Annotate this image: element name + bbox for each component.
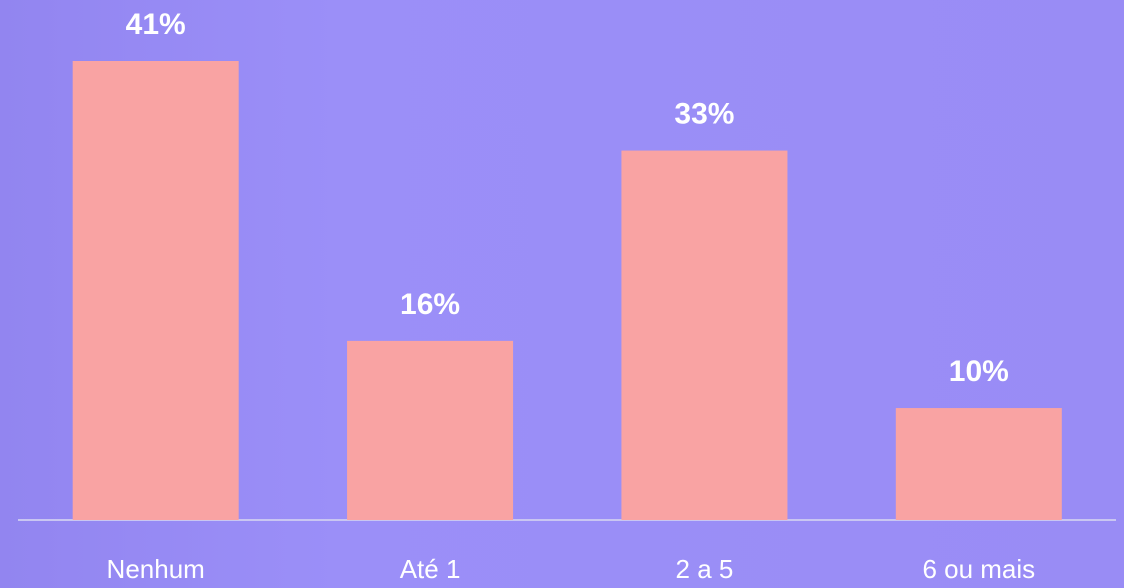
bar	[347, 340, 514, 520]
bar	[895, 408, 1062, 520]
category-label: 6 ou mais	[922, 554, 1035, 584]
value-label: 16%	[400, 288, 460, 321]
bar	[72, 61, 239, 520]
value-label: 41%	[126, 8, 186, 41]
value-label: 10%	[949, 355, 1009, 388]
category-label: Nenhum	[107, 554, 205, 584]
category-label: Até 1	[400, 554, 461, 584]
value-label: 33%	[674, 97, 734, 130]
bar	[621, 150, 788, 520]
category-label: 2 a 5	[676, 554, 734, 584]
